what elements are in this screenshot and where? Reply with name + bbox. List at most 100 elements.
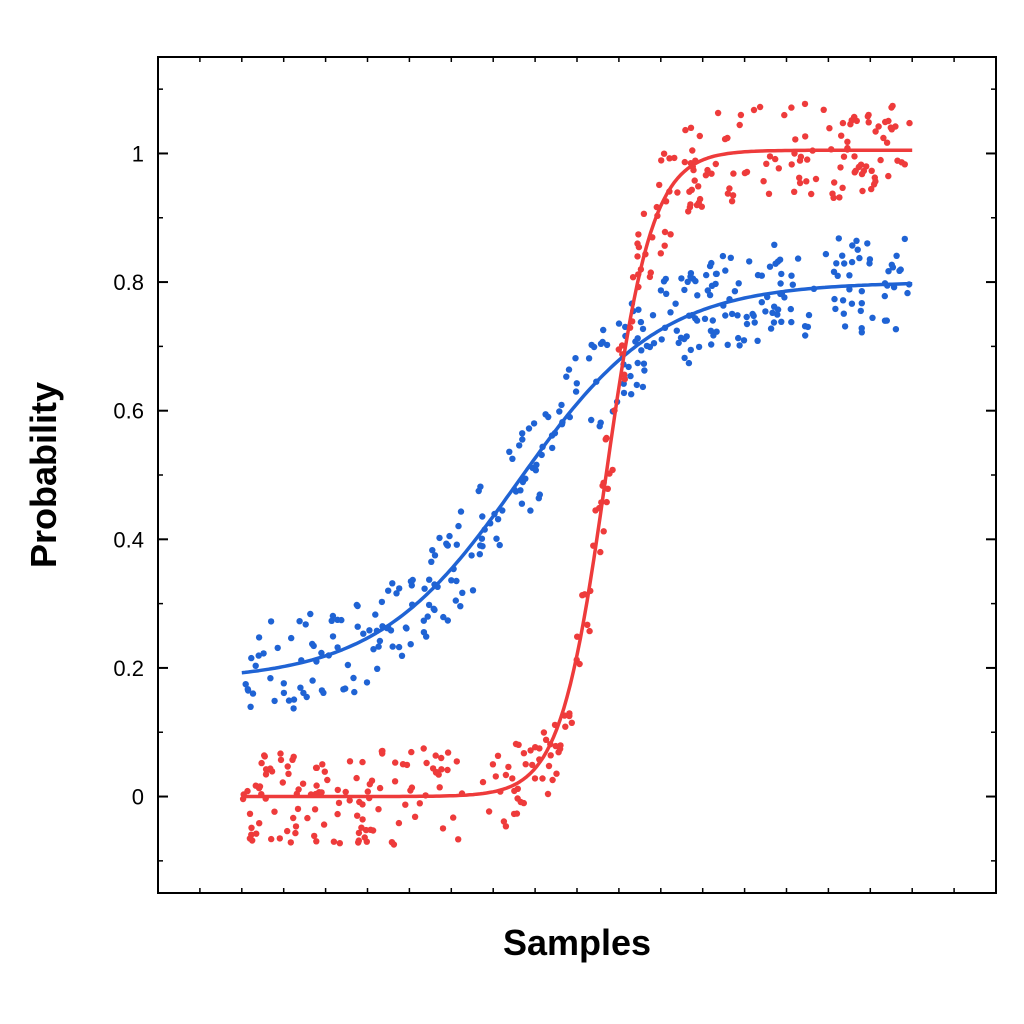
scatter-point-series-2 <box>294 805 302 813</box>
scatter-point-series-2 <box>435 771 442 778</box>
scatter-point-series-1 <box>572 388 580 395</box>
scatter-point-series-1 <box>678 275 685 282</box>
scatter-point-series-1 <box>881 317 889 324</box>
scatter-point-series-2 <box>277 756 285 764</box>
scatter-point-series-2 <box>689 147 696 154</box>
scatter-point-series-1 <box>479 543 486 550</box>
scatter-point-series-2 <box>395 819 403 827</box>
scatter-point-series-2 <box>621 375 628 383</box>
scatter-point-series-1 <box>452 597 459 604</box>
scatter-point-series-2 <box>562 723 569 730</box>
scatter-point-series-2 <box>726 185 733 192</box>
scatter-point-series-2 <box>788 161 795 168</box>
scatter-point-series-1 <box>835 235 842 242</box>
scatter-point-series-2 <box>375 806 382 813</box>
scatter-point-series-1 <box>423 633 430 640</box>
scatter-point-series-1 <box>854 246 861 253</box>
scatter-point-series-1 <box>641 367 648 374</box>
scatter-point-series-2 <box>284 827 291 835</box>
scatter-point-series-1 <box>639 325 647 333</box>
scatter-point-series-2 <box>888 104 895 111</box>
scatter-point-series-1 <box>706 291 714 299</box>
scatter-point-series-1 <box>615 320 623 327</box>
scatter-point-series-2 <box>844 138 851 145</box>
scatter-point-series-1 <box>776 256 784 263</box>
scatter-point-series-2 <box>312 764 320 771</box>
y-axis-title: Probability <box>23 382 64 568</box>
scatter-point-series-1 <box>431 606 438 614</box>
y-tick-label: 0 <box>132 785 144 810</box>
scatter-point-series-1 <box>596 423 603 430</box>
scatter-point-series-2 <box>313 838 320 845</box>
scatter-point-series-2 <box>455 836 462 843</box>
scatter-point-series-2 <box>494 752 502 759</box>
scatter-point-series-1 <box>789 281 796 288</box>
scatter-point-series-1 <box>766 263 774 270</box>
scatter-point-series-2 <box>542 736 550 743</box>
scatter-point-series-1 <box>436 534 443 542</box>
scatter-point-series-1 <box>640 360 648 367</box>
scatter-point-series-2 <box>330 838 338 845</box>
scatter-point-series-2 <box>416 800 423 807</box>
scatter-point-series-1 <box>735 334 742 342</box>
scatter-point-series-1 <box>457 603 464 610</box>
scatter-point-series-1 <box>896 267 903 274</box>
scatter-point-series-1 <box>637 318 645 326</box>
scatter-point-series-1 <box>743 320 751 328</box>
scatter-point-series-2 <box>661 242 668 249</box>
x-axis-title: Samples <box>503 922 651 963</box>
scatter-point-series-1 <box>370 646 377 653</box>
scatter-point-series-1 <box>693 317 701 324</box>
scatter-point-series-1 <box>494 516 502 523</box>
scatter-point-series-1 <box>340 686 347 693</box>
scatter-point-series-1 <box>446 532 453 540</box>
scatter-point-series-1 <box>893 252 900 259</box>
scatter-point-series-2 <box>319 761 326 768</box>
scatter-point-series-1 <box>904 289 911 297</box>
scatter-point-series-1 <box>685 359 693 367</box>
scatter-point-series-1 <box>722 312 729 319</box>
scatter-point-series-2 <box>489 761 497 768</box>
scatter-point-series-2 <box>724 190 732 197</box>
scatter-point-series-2 <box>515 741 522 748</box>
scatter-point-series-1 <box>751 319 758 326</box>
y-tick-label: 0.6 <box>113 399 144 424</box>
scatter-point-series-2 <box>820 106 827 114</box>
scatter-point-series-2 <box>566 712 573 720</box>
scatter-point-series-2 <box>253 830 260 837</box>
scatter-point-series-2 <box>354 812 361 819</box>
scatter-point-series-1 <box>588 341 595 349</box>
scatter-point-series-1 <box>506 448 513 455</box>
scatter-point-series-1 <box>750 312 757 320</box>
scatter-point-series-2 <box>666 155 673 162</box>
scatter-point-series-2 <box>796 179 804 187</box>
scatter-point-series-1 <box>703 271 710 279</box>
scatter-point-series-2 <box>248 824 255 831</box>
scatter-point-series-2 <box>763 160 770 167</box>
scatter-point-series-1 <box>558 401 565 409</box>
scatter-point-series-2 <box>808 190 815 198</box>
scatter-point-series-2 <box>837 164 844 171</box>
scatter-point-series-1 <box>600 326 607 334</box>
scatter-point-series-2 <box>853 117 860 125</box>
scatter-point-series-2 <box>531 775 539 782</box>
scatter-point-series-1 <box>429 547 436 554</box>
scatter-point-series-2 <box>609 466 616 474</box>
scatter-point-series-1 <box>407 641 414 648</box>
scatter-point-series-2 <box>877 156 884 164</box>
scatter-point-series-1 <box>840 310 847 317</box>
scatter-point-series-2 <box>436 784 443 791</box>
scatter-point-series-2 <box>721 135 729 143</box>
scatter-point-series-1 <box>428 558 435 565</box>
scatter-point-series-1 <box>517 487 524 494</box>
scatter-point-series-2 <box>865 119 872 126</box>
scatter-point-series-2 <box>536 745 543 752</box>
scatter-point-series-2 <box>704 166 711 174</box>
scatter-point-series-2 <box>730 170 737 177</box>
scatter-point-series-2 <box>634 240 641 247</box>
scatter-point-series-2 <box>376 784 384 792</box>
scatter-point-series-2 <box>868 167 875 174</box>
scatter-point-series-2 <box>557 742 564 749</box>
scatter-point-series-1 <box>532 467 539 474</box>
